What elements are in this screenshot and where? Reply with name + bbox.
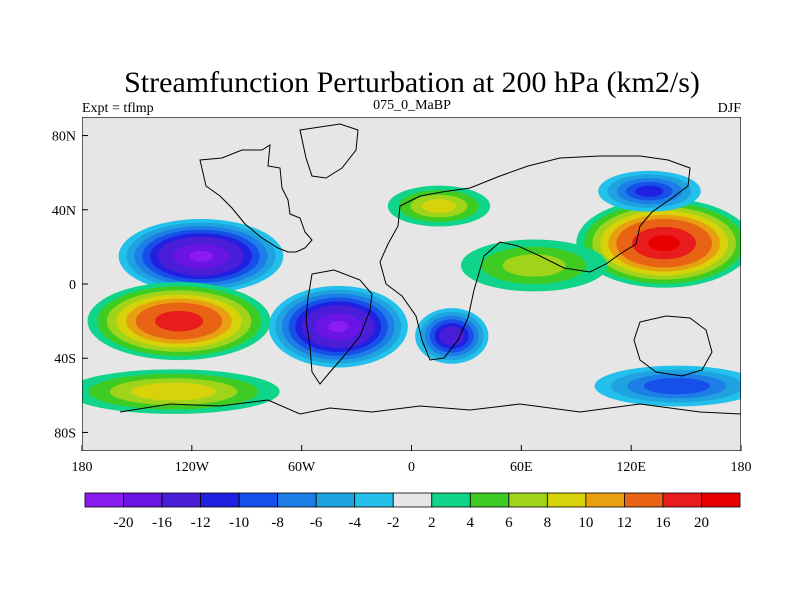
- colorbar: -20 -16 -12 -10 -8 -6 -4 -2 2 4 6 8 10 12 16 20: [84, 492, 741, 531]
- x-tick-label: 120E: [616, 460, 646, 475]
- contour-level: [648, 235, 681, 252]
- colorbar-swatch: [200, 492, 240, 508]
- antarctica-outline: [119, 399, 741, 415]
- greenland-outline: [299, 123, 359, 179]
- coastline-outline: [119, 123, 741, 415]
- colorbar-label: 8: [544, 515, 552, 531]
- plot-area: [82, 117, 741, 451]
- y-tick-label: 0: [69, 278, 76, 293]
- contour-level: [154, 310, 204, 332]
- colorbar-swatch: [585, 492, 625, 508]
- colorbar-swatch: [392, 492, 433, 508]
- colorbar-label: 16: [655, 515, 671, 531]
- colorbar-swatch: [277, 492, 317, 508]
- field-ridge-southern-ocean-pacific: [82, 369, 280, 414]
- colorbar-swatch: [508, 492, 548, 508]
- south-america-outline: [305, 269, 373, 385]
- field-cyclone-south-america: [268, 285, 408, 368]
- contour-level: [328, 320, 349, 333]
- australia-outline: [633, 315, 713, 377]
- colorbar-swatch: [84, 492, 124, 508]
- y-tick-label: 40S: [54, 352, 76, 367]
- colorbar-swatch: [238, 492, 279, 508]
- right-subtitle: DJF: [718, 101, 742, 116]
- colorbar-label: -20: [114, 515, 134, 531]
- contour-level: [131, 382, 216, 401]
- x-axis: 180 120W 60W 0 60E 120E 180: [72, 445, 752, 475]
- colorbar-label: 10: [578, 515, 593, 531]
- field-cyclone-south-africa: [415, 308, 489, 364]
- field-anticyclone-west-pacific: [576, 198, 741, 288]
- contour-level: [502, 254, 566, 277]
- y-tick-label: 40N: [52, 204, 76, 219]
- y-axis: 80N 40N 0 40S 80S: [52, 130, 88, 441]
- colorbar-swatch: [662, 492, 702, 508]
- colorbar-label: 20: [694, 515, 709, 531]
- contour-level: [643, 377, 710, 395]
- contour-level: [635, 185, 664, 197]
- colorbar-swatch: [123, 492, 163, 508]
- contour-level: [421, 199, 457, 213]
- colorbar-label: 12: [617, 515, 632, 531]
- field-trough-north-pacific: [598, 170, 701, 212]
- colorbar-label: -10: [229, 515, 249, 531]
- colorbar-swatch: [315, 492, 356, 508]
- colorbar-label: -8: [271, 515, 284, 531]
- y-tick-label: 80S: [54, 426, 76, 441]
- eurasia-africa-outline: [379, 155, 691, 361]
- colorbar-swatch: [546, 492, 587, 508]
- colorbar-label: 2: [428, 515, 436, 531]
- colorbar-swatch: [701, 492, 741, 508]
- x-tick-label: 120W: [175, 460, 210, 475]
- colorbar-swatch: [469, 492, 510, 508]
- colorbar-label: -16: [152, 515, 172, 531]
- center-subtitle: 075_0_MaBP: [373, 98, 451, 113]
- north-america-outline: [199, 144, 313, 253]
- left-subtitle: Expt = tflmp: [82, 101, 154, 116]
- x-tick-label: 180: [72, 460, 93, 475]
- x-tick-label: 60E: [510, 460, 533, 475]
- colorbar-label: -4: [348, 515, 361, 531]
- colorbar-label: -2: [387, 515, 400, 531]
- colorbar-label: 6: [505, 515, 513, 531]
- colorbar-label: -6: [310, 515, 323, 531]
- field-anticyclone-south-pacific: [87, 282, 271, 361]
- y-tick-label: 80N: [52, 130, 76, 145]
- colorbar-label: 4: [467, 515, 475, 531]
- field-ridge-indian-ocean: [460, 239, 608, 292]
- x-tick-label: 180: [731, 460, 752, 475]
- colorbar-swatch: [161, 492, 201, 508]
- colorbar-label: -12: [191, 515, 211, 531]
- x-tick-label: 60W: [288, 460, 316, 475]
- contour-level: [189, 250, 213, 262]
- streamfunction-field: [82, 170, 741, 414]
- field-cyclone-east-pacific-north: [118, 219, 284, 294]
- field-ridge-north-africa: [387, 185, 491, 227]
- colorbar-swatch: [354, 492, 394, 508]
- x-tick-label: 0: [408, 460, 415, 475]
- field-trough-southern-indian: [594, 365, 741, 407]
- colorbar-swatch: [624, 492, 664, 508]
- colorbar-swatch: [431, 492, 471, 508]
- chart-title: Streamfunction Perturbation at 200 hPa (…: [124, 66, 700, 99]
